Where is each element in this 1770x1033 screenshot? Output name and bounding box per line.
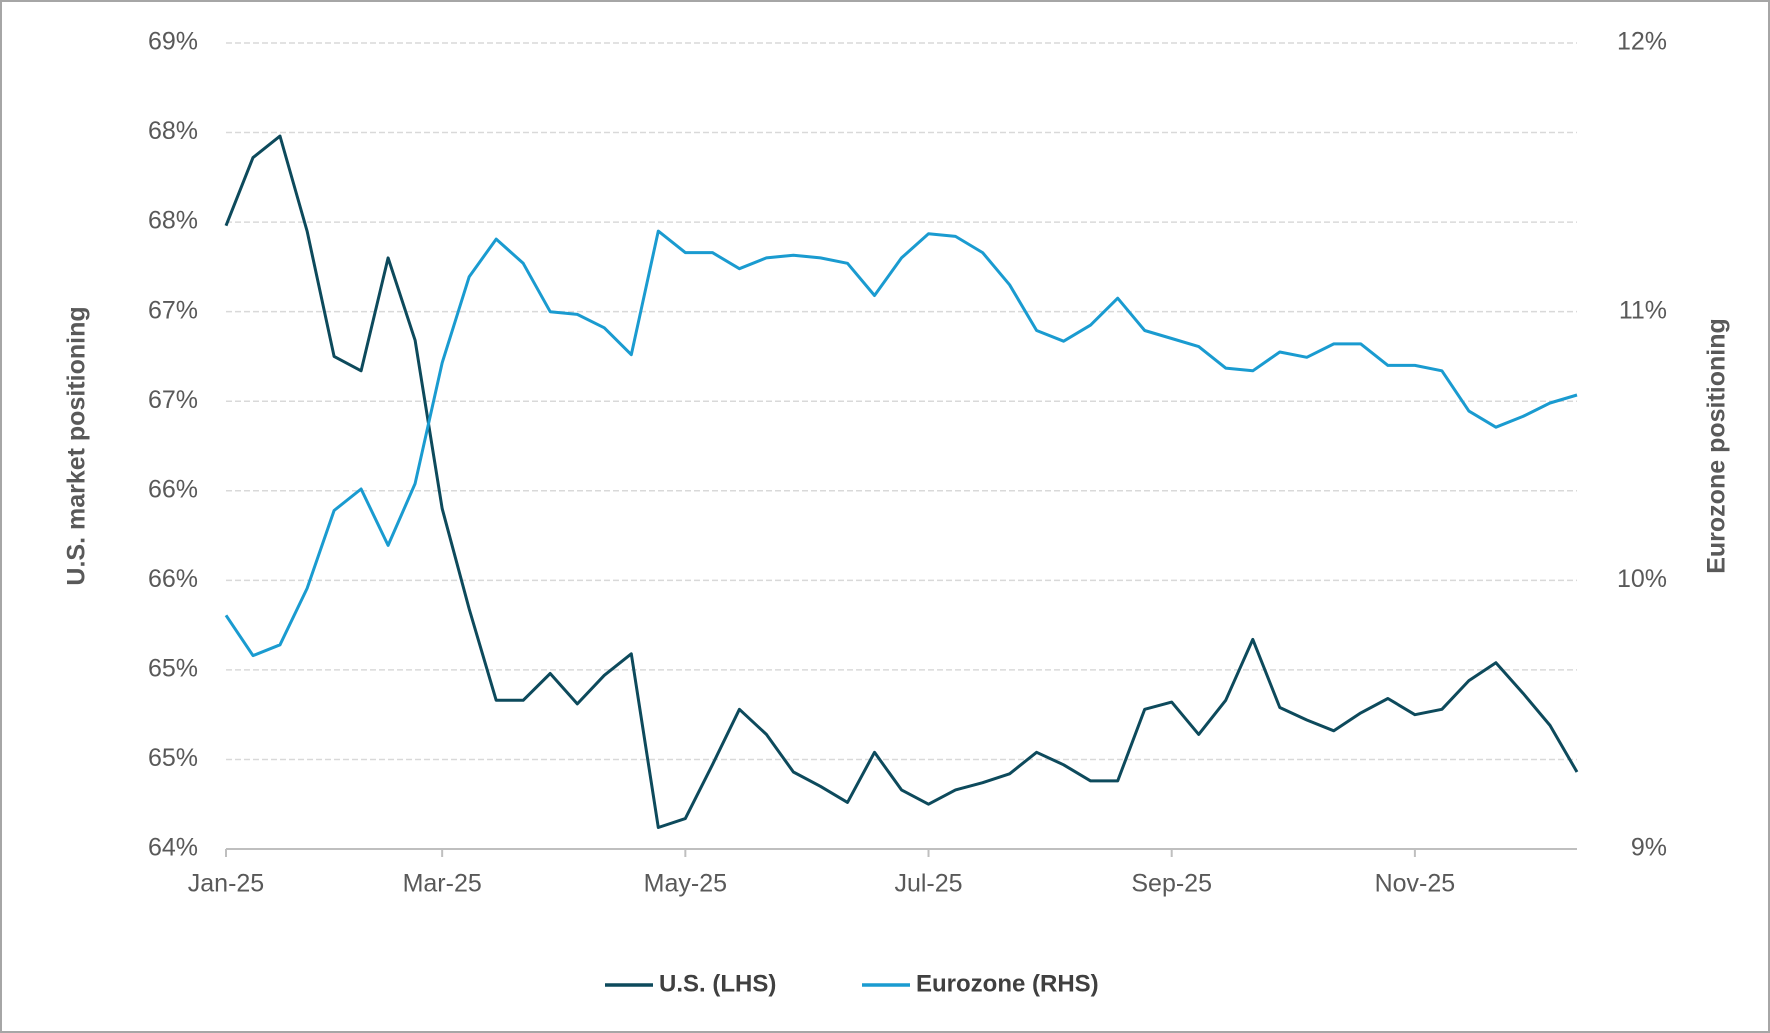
line-series: [224, 229, 1578, 658]
y-tick-label: 66%: [148, 565, 198, 593]
y-tick-label: 64%: [148, 834, 198, 862]
legend-label: U.S. (LHS): [659, 970, 776, 997]
y2-tick-label: 12%: [1617, 28, 1667, 56]
y-axis-title: U.S. market positioning: [63, 306, 91, 585]
y2-tick-label: 11%: [1619, 296, 1667, 324]
x-tick-label: Mar-25: [403, 870, 482, 898]
y-tick-label: 69%: [148, 28, 198, 56]
line-series: [224, 134, 1579, 829]
y2-axis-title: Eurozone positioning: [1703, 318, 1731, 574]
y-tick-label: 66%: [148, 475, 198, 503]
y2-tick-label: 10%: [1617, 565, 1667, 593]
x-tick-label: Jul-25: [894, 870, 962, 898]
y-tick-label: 68%: [148, 207, 198, 235]
x-tick-label: Nov-25: [1375, 870, 1456, 898]
y2-tick-label: 9%: [1631, 834, 1667, 862]
x-tick-label: May-25: [644, 870, 727, 898]
x-tick-label: Sep-25: [1131, 870, 1212, 898]
y-tick-label: 67%: [148, 386, 198, 414]
legend-label: Eurozone (RHS): [916, 970, 1099, 997]
y-tick-label: 68%: [148, 117, 198, 145]
y-tick-label: 67%: [148, 296, 198, 324]
y-tick-label: 65%: [148, 744, 198, 772]
y-tick-label: 65%: [148, 654, 198, 682]
x-tick-label: Jan-25: [188, 870, 264, 898]
